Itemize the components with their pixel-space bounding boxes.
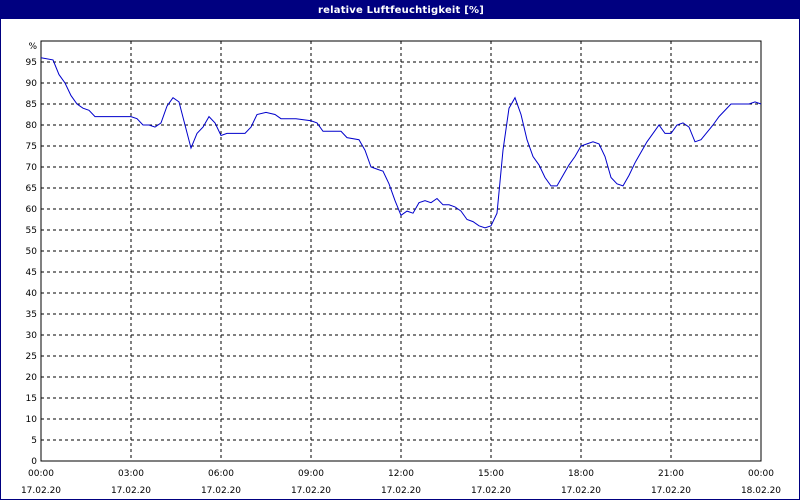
x-tick-time-label: 15:00 [478, 469, 504, 479]
x-tick-time-label: 00:00 [748, 469, 774, 479]
plot-area-border [40, 40, 762, 462]
y-axis-ticks: 0 5 10 15 20 25 30 35 40 45 50 55 60 65 70 75 80 85 90 95 [26, 58, 38, 467]
x-tick-time-label: 12:00 [388, 469, 414, 479]
y-tick-label: 60 [26, 205, 38, 215]
chart-title: relative Luftfeuchtigkeit [%] [1, 1, 800, 19]
y-axis-unit-label: % [28, 42, 37, 52]
y-tick-label: 30 [26, 331, 38, 341]
x-tick-time-label: 06:00 [208, 469, 234, 479]
y-tick-label: 95 [26, 58, 37, 68]
y-tick-label: 75 [26, 142, 37, 152]
humidity-series-line [40, 57, 762, 229]
grid-lines [41, 41, 761, 461]
x-tick-date-label: 18.02.20 [741, 486, 781, 496]
y-tick-label: 80 [26, 121, 38, 131]
y-tick-label: 50 [26, 247, 38, 257]
x-tick-date-label: 17.02.20 [381, 486, 421, 496]
x-tick-time-label: 09:00 [298, 469, 324, 479]
x-tick-time-label: 18:00 [568, 469, 594, 479]
y-tick-label: 90 [26, 79, 38, 89]
x-tick-date-label: 17.02.20 [21, 486, 61, 496]
y-tick-label: 35 [26, 310, 37, 320]
x-tick-date-label: 17.02.20 [201, 486, 241, 496]
x-tick-date-label: 17.02.20 [111, 486, 151, 496]
x-axis-ticks: 00:00 17.02.20 03:00 17.02.20 06:00 17.02.20 0… [21, 469, 781, 496]
y-tick-label: 20 [26, 373, 38, 383]
y-tick-label: 85 [26, 100, 37, 110]
x-tick-time-label: 21:00 [658, 469, 684, 479]
x-tick-date-label: 17.02.20 [561, 486, 601, 496]
x-tick-date-label: 17.02.20 [471, 486, 511, 496]
y-tick-label: 65 [26, 184, 37, 194]
y-tick-label: 5 [31, 436, 37, 446]
x-tick-date-label: 17.02.20 [651, 486, 691, 496]
y-tick-label: 70 [26, 163, 38, 173]
x-tick-time-label: 03:00 [118, 469, 144, 479]
y-tick-label: 55 [26, 226, 37, 236]
y-tick-label: 10 [26, 415, 38, 425]
x-tick-date-label: 17.02.20 [291, 486, 331, 496]
y-tick-label: 15 [26, 394, 37, 404]
x-tick-time-label: 00:00 [28, 469, 54, 479]
y-tick-label: 45 [26, 268, 37, 278]
y-tick-label: 0 [31, 457, 37, 467]
y-tick-label: 40 [26, 289, 38, 299]
y-tick-label: 25 [26, 352, 37, 362]
